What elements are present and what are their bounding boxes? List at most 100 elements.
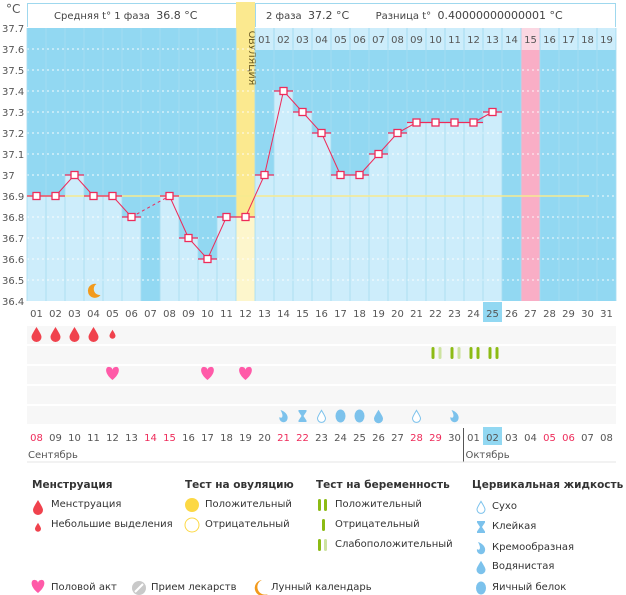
phase2-day-label: 10 [429, 35, 442, 46]
cycle-day-label: 28 [543, 309, 556, 320]
cycle-day-label: 06 [125, 309, 138, 320]
legend-lunar-calendar: Лунный календарь [271, 582, 372, 593]
calendar-date: 15 [163, 433, 176, 444]
cycle-day-label: 29 [562, 309, 575, 320]
calendar-date: 23 [315, 433, 328, 444]
cycle-day-label: 19 [372, 309, 385, 320]
phase2-summary: 2 фаза 37.2 °C Разница t° 0.400000000000… [255, 3, 616, 27]
calendar-date: 16 [182, 433, 195, 444]
fluid-creamy-icon [450, 410, 459, 423]
temperature-point-day-20 [393, 128, 402, 138]
temperature-bar-day-17 [331, 175, 350, 301]
ovulation-label: ОВУЛЯЦИЯ [246, 31, 257, 86]
temperature-bar-day-9 [179, 238, 198, 301]
legend-menstruation-icon [33, 500, 43, 515]
legend-menstruation: Менструация [51, 499, 122, 510]
legend-fluid-dry: Сухо [492, 501, 517, 512]
fluid-sticky-icon [298, 410, 307, 422]
temperature-point-day-5 [108, 191, 117, 201]
phase2-day-label: 11 [448, 35, 461, 46]
cycle-day-label: 20 [391, 309, 404, 320]
cycle-day-label: 09 [182, 309, 195, 320]
phase2-day-cell [597, 28, 616, 50]
pregnancy-test-bar-icon [495, 347, 499, 359]
legend-ovulation-positive: Положительный [205, 499, 292, 510]
phase2-value: 37.2 °C [308, 9, 350, 22]
temperature-point-day-4 [89, 191, 98, 201]
phase2-day-label: 14 [505, 35, 518, 46]
menstruation-drop-icon [88, 327, 99, 342]
cycle-day-label: 16 [315, 309, 328, 320]
difference-value: 0.40000000000001 °C [437, 9, 563, 22]
temperature-chart: ОВУЛЯЦИЯ 37.7 37.6 37.5 37.4 37.3 37.2 37.1 37 36… [2, 2, 617, 463]
fluid-eggwhite-icon [335, 409, 346, 423]
temperature-point-day-2 [51, 191, 60, 201]
phase2-day-label: 09 [410, 35, 423, 46]
y-tick-label: 36.8 [2, 213, 24, 224]
calendar-date: 08 [30, 433, 43, 444]
cycle-day-label: 31 [600, 309, 613, 320]
phase2-day-cell [274, 28, 293, 50]
y-tick-label: 36.4 [2, 297, 24, 308]
y-tick-label: 37.4 [2, 87, 24, 98]
legend-pregnancy-negative: Отрицательный [335, 519, 420, 530]
phase2-day-cell [445, 28, 464, 50]
legend-fluid-creamy: Кремообразная [492, 542, 575, 553]
cycle-day-label: 11 [220, 309, 233, 320]
temperature-point-day-13 [260, 170, 269, 180]
temperature-point-day-22 [431, 118, 440, 127]
event-row [27, 386, 616, 404]
phase2-day-label: 08 [391, 35, 404, 46]
calendar-date: 02 [486, 433, 499, 444]
phase2-day-label: 02 [277, 35, 290, 46]
y-tick-label: 36.7 [2, 234, 24, 245]
temperature-bar-day-15 [293, 112, 312, 301]
phase2-day-label: 05 [334, 35, 347, 46]
fluid-dry-icon [316, 409, 327, 423]
legend-moon-icon [254, 580, 268, 595]
cycle-day-label: 15 [296, 309, 309, 320]
legend-intercourse: Половой акт [51, 582, 117, 593]
temperature-bar-day-5 [103, 196, 122, 301]
temperature-point-day-15 [298, 107, 307, 117]
phase2-day-cell [559, 28, 578, 50]
temperature-bar-day-11 [217, 217, 236, 301]
menstruation-drop-icon [31, 327, 42, 342]
today-date-highlight [483, 427, 502, 445]
pregnancy-test-bar-icon [450, 347, 454, 359]
calendar-date: 01 [467, 433, 480, 444]
cycle-day-label: 22 [429, 309, 442, 320]
phase2-day-label: 03 [296, 35, 309, 46]
temperature-point-day-6 [127, 212, 136, 222]
temperature-point-day-23 [450, 118, 459, 127]
event-row [27, 366, 616, 384]
ovulation-bar [236, 217, 255, 301]
phase2-label: 2 фаза [266, 11, 302, 22]
legend-spotting: Небольшие выделения [51, 519, 173, 530]
cycle-day-label: 30 [581, 309, 594, 320]
phase2-day-label: 17 [562, 35, 575, 46]
phase2-day-cell [293, 28, 312, 50]
temperature-bar-day-25 [483, 112, 502, 301]
phase2-day-cell [255, 28, 274, 50]
calendar-date: 09 [49, 433, 62, 444]
cycle-day-label: 02 [49, 309, 62, 320]
legend-icons [31, 498, 486, 595]
temperature-bar-day-8 [160, 196, 179, 301]
spotting-drop-icon [109, 329, 116, 339]
menstruation-drop-icon [50, 327, 61, 342]
cycle-day-label: 05 [106, 309, 119, 320]
temperature-point-day-19 [374, 149, 383, 159]
calendar-date: 11 [87, 433, 100, 444]
pregnancy-test-bar-icon [438, 347, 442, 359]
calendar-date: 14 [144, 433, 157, 444]
cycle-day-label: 13 [258, 309, 271, 320]
temperature-point-day-21 [412, 118, 421, 127]
pregnancy-test-bar-icon [469, 347, 473, 359]
calendar-date: 13 [125, 433, 138, 444]
unit-label: °C [6, 2, 21, 16]
cycle-day-label: 18 [353, 309, 366, 320]
calendar-date: 22 [296, 433, 309, 444]
temperature-line-segment [245, 174, 265, 218]
